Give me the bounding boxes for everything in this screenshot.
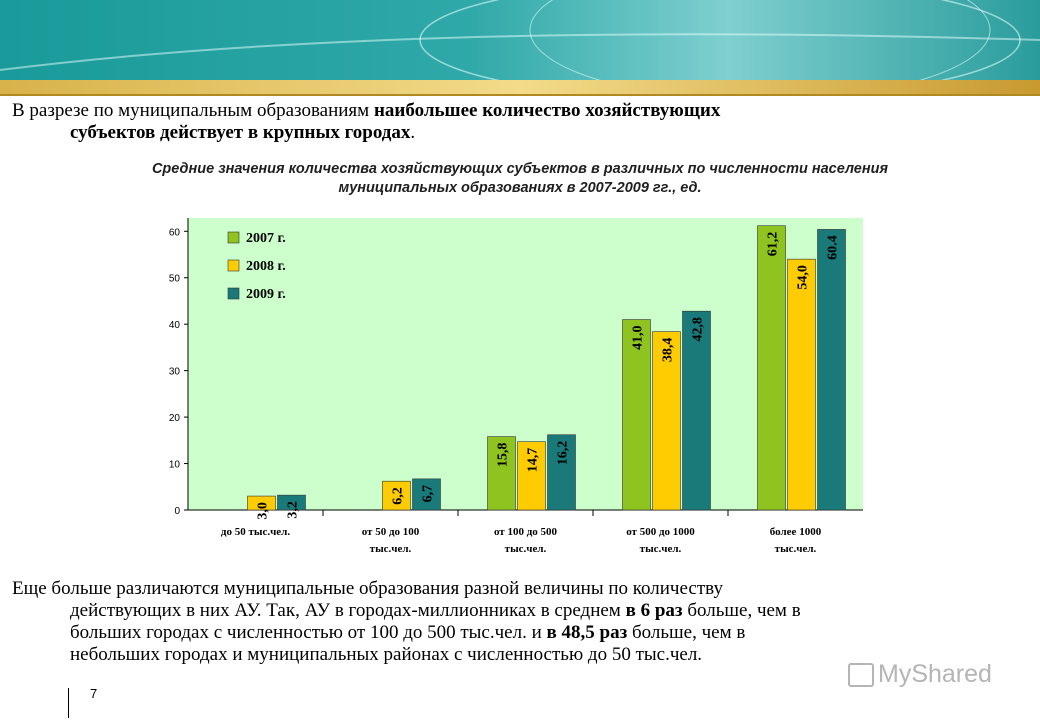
footer-divider xyxy=(68,688,69,718)
data-label: 38,4 xyxy=(661,338,676,363)
watermark-text: MyShared xyxy=(878,660,992,688)
y-tick-label: 30 xyxy=(169,367,181,378)
y-tick-label: 0 xyxy=(174,506,180,517)
outro-bold-2: в 6 раз xyxy=(625,600,683,621)
outro-line-4: небольших городах и муниципальных района… xyxy=(70,644,703,665)
x-tick-label: от 50 до 100 xyxy=(362,526,420,538)
x-tick-label: тыс.чел. xyxy=(370,543,412,555)
header-banner xyxy=(0,0,1040,96)
bar xyxy=(622,319,651,511)
intro-period: . xyxy=(410,122,416,143)
data-label: 54,0 xyxy=(796,265,811,290)
legend-entry: 2009 г. xyxy=(246,287,286,302)
legend-swatch xyxy=(227,287,240,300)
data-label: 42,8 xyxy=(691,317,706,342)
y-tick-label: 20 xyxy=(169,413,181,424)
bar-chart: 0 10 20 30 40 50 60 до 50 тыс.чел. 3,0 3,2 от 50 д… xyxy=(160,214,875,568)
outro-paragraph: Еще больше различаются муниципальные обр… xyxy=(12,578,1018,666)
chart-subtitle-line-2: муниципальных образованиях в 2007-2009 г… xyxy=(338,180,702,196)
intro-text: В разрезе по муниципальным образованиям xyxy=(12,100,374,121)
y-tick-label: 50 xyxy=(169,274,181,285)
data-label: 3,2 xyxy=(286,501,301,519)
legend-entry: 2007 г. xyxy=(246,231,286,246)
intro-line-2: субъектов действует в крупных городах. xyxy=(12,122,1018,144)
data-label: 61,2 xyxy=(766,232,781,257)
x-tick-label: от 500 до 1000 xyxy=(626,526,695,538)
watermark-logo: MyShared xyxy=(848,660,992,689)
x-tick-label: тыс.чел. xyxy=(640,543,682,555)
data-label: 6,2 xyxy=(391,487,406,505)
outro-line-3: больших городах с численностью от 100 до… xyxy=(12,622,1018,644)
bar xyxy=(247,495,276,511)
data-label: 3,0 xyxy=(256,502,271,520)
y-tick-label: 60 xyxy=(169,227,181,238)
chart-subtitle: Средние значения количества хозяйствующи… xyxy=(40,160,1000,198)
bar xyxy=(487,436,516,511)
data-label: 41,0 xyxy=(631,326,646,351)
page-number: 7 xyxy=(90,686,98,701)
bar xyxy=(817,229,846,511)
x-tick-label: более 1000 xyxy=(770,526,822,538)
bar xyxy=(517,441,546,511)
data-label: 15,8 xyxy=(496,443,511,468)
presentation-icon xyxy=(848,663,874,688)
intro-bold-text-2: субъектов действует в крупных городах xyxy=(70,122,411,143)
x-tick-label: от 100 до 500 xyxy=(494,526,558,538)
bar xyxy=(412,478,441,511)
legend-entry: 2008 г. xyxy=(246,259,286,274)
outro-text-3c: больше, чем в xyxy=(627,622,746,643)
legend-swatch xyxy=(227,231,240,244)
x-tick-label: тыс.чел. xyxy=(775,543,817,555)
outro-text-2a: действующих в них АУ. Так, АУ в городах-… xyxy=(70,600,626,621)
bar xyxy=(787,258,816,511)
bar xyxy=(277,494,306,511)
outro-text-2c: больше, чем в xyxy=(682,600,801,621)
y-tick-label: 10 xyxy=(169,460,181,471)
data-label: 6,7 xyxy=(421,485,436,503)
data-label: 60.4 xyxy=(826,235,841,260)
data-label: 14,7 xyxy=(526,448,541,473)
bar xyxy=(382,480,411,511)
outro-line-1: Еще больше различаются муниципальные обр… xyxy=(12,578,723,599)
y-tick-label: 40 xyxy=(169,320,181,331)
chart-subtitle-line-1: Средние значения количества хозяйствующи… xyxy=(151,161,889,177)
legend-swatch xyxy=(227,259,240,272)
outro-text-3a: больших городах с численностью от 100 до… xyxy=(70,622,547,643)
intro-bold-text: наибольшее количество хозяйствующих xyxy=(373,100,721,121)
outro-bold-3: в 48,5 раз xyxy=(546,622,628,643)
bar xyxy=(547,434,576,511)
bar xyxy=(682,310,711,511)
x-tick-label: тыс.чел. xyxy=(505,543,547,555)
bar xyxy=(757,225,786,511)
x-tick-label: до 50 тыс.чел. xyxy=(221,526,290,538)
intro-paragraph: В разрезе по муниципальным образованиям … xyxy=(12,100,1018,144)
bar xyxy=(652,331,681,511)
intro-line-1: В разрезе по муниципальным образованиям … xyxy=(12,100,1018,122)
outro-line-2: действующих в них АУ. Так, АУ в городах-… xyxy=(12,600,1018,622)
data-label: 16,2 xyxy=(556,441,571,466)
